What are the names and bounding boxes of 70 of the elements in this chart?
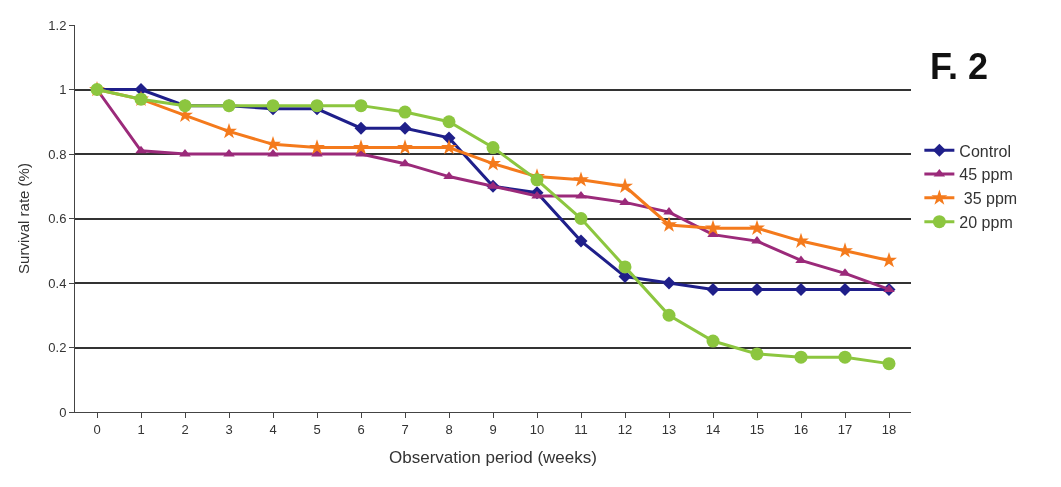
text: F. 2	[930, 46, 989, 87]
point	[750, 347, 764, 361]
point	[881, 252, 897, 268]
point	[618, 260, 632, 274]
y-tick-label: 0.8	[48, 146, 67, 162]
x-tick-label: 14	[705, 421, 721, 437]
point	[399, 158, 411, 167]
point	[838, 350, 852, 364]
x-tick-label: 0	[93, 421, 101, 437]
point	[353, 139, 369, 155]
point	[442, 115, 456, 129]
x-tick-label: 15	[749, 421, 765, 437]
point	[265, 135, 281, 152]
x-tick-label: 12	[617, 421, 633, 437]
x-tick-label: 7	[401, 421, 409, 437]
y-axis-title: Survival rate (%)	[14, 163, 32, 274]
y-tick-label: 0.6	[48, 211, 67, 227]
x-tick-label: 9	[489, 421, 497, 437]
point	[485, 155, 501, 171]
point	[354, 121, 368, 135]
legend-label: 35 ppm	[959, 190, 1018, 208]
legend-label: Control	[959, 142, 1011, 160]
y-tick-label: 0	[59, 404, 67, 420]
point	[530, 173, 544, 187]
point	[838, 282, 852, 296]
x-tick-label: 5	[313, 421, 321, 437]
point	[661, 216, 677, 232]
y-tick-label: 1.2	[48, 17, 67, 33]
point	[705, 219, 721, 235]
point	[882, 357, 896, 371]
x-tick-label: 4	[269, 421, 277, 437]
point	[573, 171, 589, 187]
point	[617, 177, 633, 194]
x-tick-label: 6	[357, 421, 365, 437]
point	[750, 282, 764, 296]
point	[794, 350, 808, 364]
point	[398, 105, 412, 119]
point	[135, 145, 147, 154]
point	[354, 99, 368, 113]
point	[441, 139, 457, 155]
point	[398, 121, 412, 135]
x-tick-label: 17	[837, 421, 853, 437]
x-tick-label: 8	[445, 421, 453, 437]
x-tick-label: 3	[225, 421, 233, 437]
point	[574, 212, 588, 225]
x-tick-label: 13	[661, 421, 677, 437]
point	[706, 282, 720, 296]
x-tick-label: 11	[574, 421, 588, 437]
point	[662, 308, 676, 322]
point	[486, 141, 500, 155]
x-axis-title: Observation period (weeks)	[389, 448, 597, 467]
x-tick-label: 18	[881, 421, 897, 437]
point	[442, 131, 456, 145]
point	[309, 139, 325, 155]
legend-label: 20 ppm	[959, 213, 1013, 231]
y-tick-label: 0.4	[48, 275, 67, 291]
y-tick-label: 1	[59, 82, 67, 98]
legend-label: 45 ppm	[959, 166, 1013, 184]
point	[662, 276, 676, 290]
point	[794, 282, 808, 296]
point	[221, 123, 237, 139]
point	[397, 139, 413, 155]
x-tick-label: 2	[181, 421, 189, 437]
point	[749, 219, 765, 235]
y-tick-label: 0.2	[48, 340, 67, 356]
x-tick-label: 10	[529, 421, 545, 437]
point	[574, 234, 588, 248]
point	[706, 334, 720, 348]
x-tick-label: 1	[137, 421, 145, 437]
x-tick-label: 16	[793, 421, 809, 437]
